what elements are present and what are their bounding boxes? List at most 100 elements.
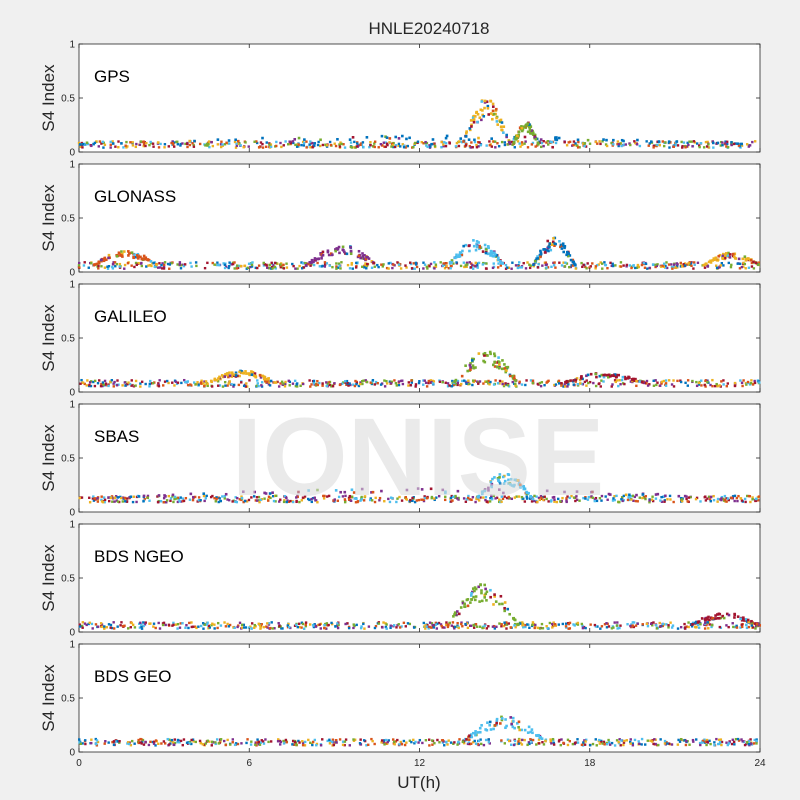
data-point (497, 258, 500, 262)
data-point (292, 141, 295, 145)
data-point (301, 740, 304, 743)
data-point (326, 495, 329, 498)
data-point (744, 257, 748, 261)
data-point (230, 263, 234, 266)
data-point (440, 624, 443, 628)
data-point (130, 739, 134, 743)
data-point (603, 261, 606, 264)
data-point (291, 262, 294, 266)
data-point (326, 249, 330, 253)
data-point (697, 383, 701, 386)
data-point (497, 488, 501, 491)
data-point (348, 744, 351, 747)
data-point (369, 381, 372, 384)
data-point (407, 381, 411, 384)
data-point (480, 118, 483, 122)
data-point (540, 622, 544, 626)
data-point (139, 382, 142, 385)
data-point (594, 384, 598, 388)
data-point (152, 261, 155, 265)
data-point (555, 136, 558, 139)
data-point (743, 497, 747, 501)
data-point (517, 740, 520, 743)
data-point (446, 743, 449, 746)
data-point (405, 741, 408, 744)
data-point (315, 744, 318, 747)
data-point (441, 626, 444, 629)
data-point (671, 624, 675, 627)
data-point (536, 257, 540, 260)
data-point (526, 743, 529, 747)
data-point (490, 145, 494, 148)
data-point (551, 496, 555, 499)
data-point (145, 265, 148, 268)
data-point (755, 742, 758, 745)
data-point (95, 739, 99, 742)
data-point (731, 495, 735, 498)
data-point (391, 738, 395, 741)
data-point (691, 623, 694, 626)
data-point (481, 492, 484, 496)
data-point (599, 627, 602, 630)
data-point (484, 380, 487, 383)
data-point (480, 100, 484, 103)
data-point (88, 621, 91, 624)
data-point (454, 145, 458, 148)
data-point (176, 143, 180, 146)
data-point (536, 266, 540, 269)
data-point (472, 239, 475, 242)
data-point (474, 730, 477, 733)
data-point (564, 625, 568, 628)
data-point (161, 623, 165, 627)
data-point (466, 626, 470, 630)
data-point (226, 373, 229, 377)
data-point (496, 365, 499, 369)
data-point (142, 621, 145, 624)
data-point (579, 382, 582, 385)
data-point (734, 737, 738, 741)
data-point (111, 262, 115, 266)
data-point (325, 622, 329, 625)
data-point (655, 383, 658, 387)
data-point (533, 259, 537, 263)
data-point (80, 378, 83, 382)
data-point (587, 381, 590, 385)
data-point (378, 499, 381, 502)
data-point (107, 253, 111, 257)
data-point (348, 498, 351, 501)
data-point (576, 621, 580, 625)
data-point (517, 495, 521, 498)
data-point (227, 382, 230, 385)
data-point (370, 491, 373, 494)
data-point (528, 497, 532, 500)
data-point (440, 146, 443, 149)
data-point (652, 146, 655, 149)
data-point (455, 613, 458, 617)
data-point (529, 738, 532, 741)
data-point (493, 724, 497, 727)
data-point (489, 254, 492, 257)
data-point (197, 496, 201, 499)
data-point (219, 145, 223, 149)
data-point (525, 490, 528, 494)
data-point (552, 739, 555, 742)
data-point (227, 375, 230, 379)
data-point (535, 495, 538, 498)
data-point (594, 738, 597, 741)
data-point (493, 593, 496, 596)
data-point (152, 145, 155, 148)
data-point (495, 719, 499, 723)
data-point (349, 145, 353, 149)
data-point (505, 369, 508, 372)
data-point (664, 266, 667, 269)
data-point (268, 263, 271, 267)
data-point (234, 374, 238, 377)
data-point (260, 739, 263, 742)
scatter-points (78, 473, 761, 504)
data-point (475, 143, 478, 147)
data-point (611, 383, 614, 386)
data-point (511, 261, 514, 264)
data-point (242, 623, 246, 627)
